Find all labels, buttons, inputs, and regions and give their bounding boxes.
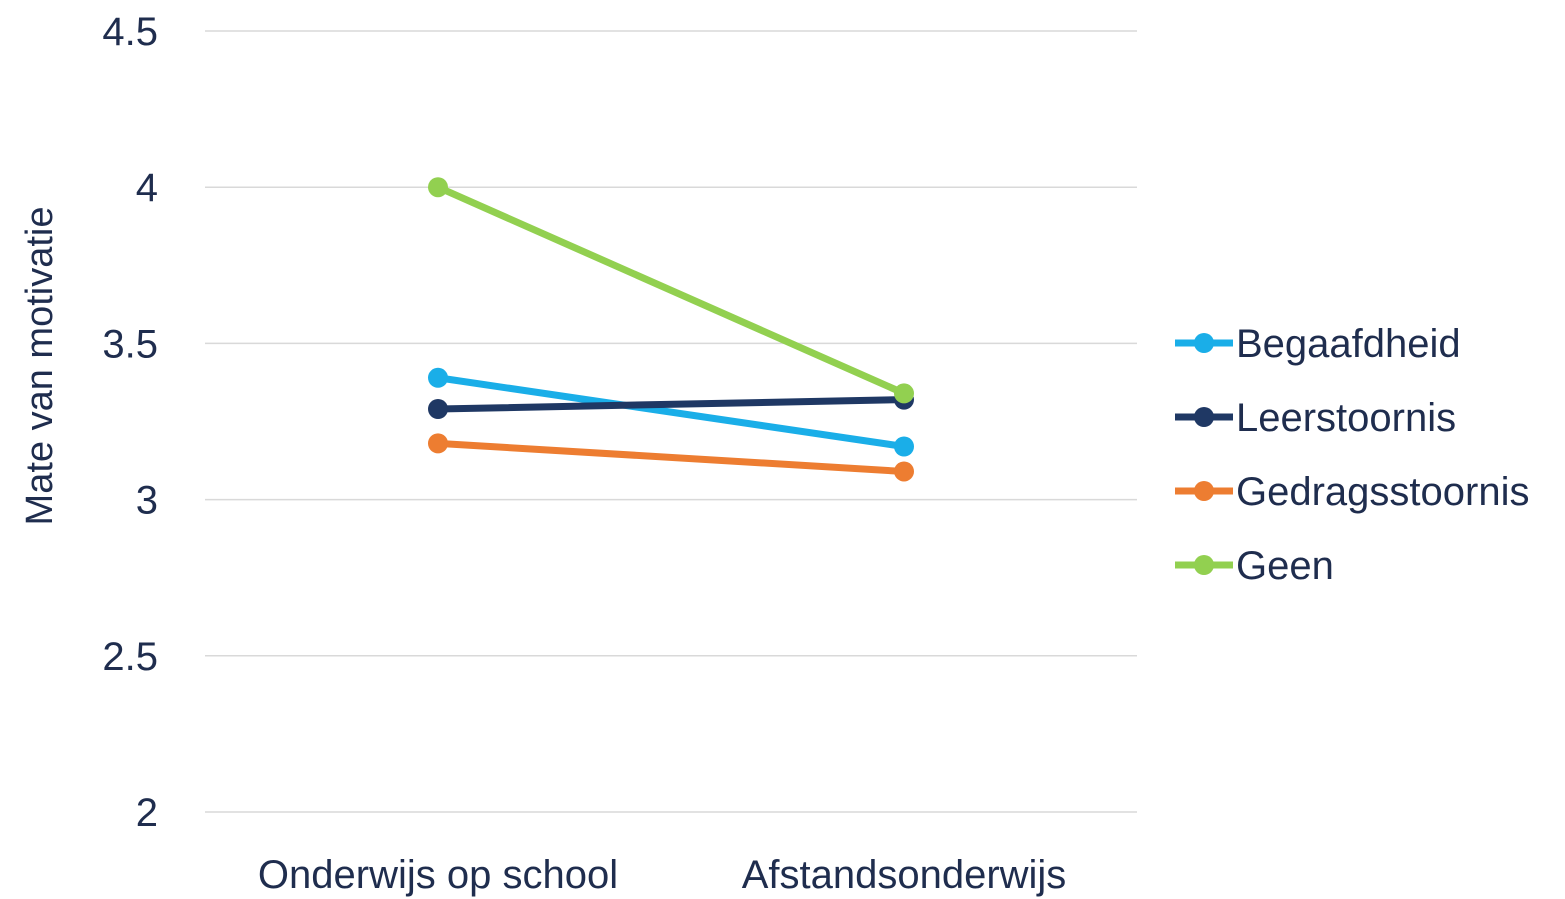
legend-item: Begaafdheid <box>1175 322 1461 366</box>
y-tick-label: 2.5 <box>102 635 158 679</box>
legend: Begaafdheid Leerstoornis Gedragsstoornis Ge… <box>1175 322 1529 588</box>
y-tick-label: 4.5 <box>102 10 158 54</box>
y-tick-label: 2 <box>136 791 158 835</box>
gridlines <box>205 30 1137 813</box>
data-point <box>894 461 914 482</box>
x-category-label: Afstandsonderwijs <box>742 853 1067 897</box>
series-geen <box>428 177 914 404</box>
x-axis-categories: Onderwijs op school Afstandsonderwijs <box>258 853 1066 897</box>
legend-marker-icon <box>1194 333 1214 353</box>
legend-item: Leerstoornis <box>1175 396 1456 440</box>
data-point <box>428 367 448 388</box>
legend-label: Geen <box>1236 544 1334 588</box>
series-group <box>428 177 914 482</box>
y-tick-label: 4 <box>136 166 158 210</box>
legend-marker-icon <box>1194 555 1214 575</box>
y-tick-label: 3.5 <box>102 322 158 366</box>
x-category-label: Onderwijs op school <box>258 853 618 897</box>
legend-label: Begaafdheid <box>1236 322 1461 366</box>
data-point <box>428 399 448 420</box>
legend-item: Gedragsstoornis <box>1175 470 1529 514</box>
legend-label: Leerstoornis <box>1236 396 1456 440</box>
data-point <box>428 433 448 454</box>
series-line <box>434 439 908 475</box>
legend-item: Geen <box>1175 544 1334 588</box>
data-point <box>428 177 448 198</box>
series-gedragsstoornis <box>428 433 914 482</box>
series-line <box>434 396 908 413</box>
legend-marker-icon <box>1194 481 1214 501</box>
legend-marker-icon <box>1194 407 1214 427</box>
y-tick-label: 3 <box>136 479 158 523</box>
data-point <box>894 383 914 404</box>
legend-label: Gedragsstoornis <box>1236 470 1529 514</box>
data-point <box>894 436 914 457</box>
series-begaafdheid <box>428 367 914 457</box>
y-axis-ticks: 2 2.5 3 3.5 4 4.5 <box>102 10 158 835</box>
y-axis-label: Mate van motivatie <box>19 207 61 526</box>
series-line <box>434 183 908 397</box>
series-line <box>434 374 908 450</box>
